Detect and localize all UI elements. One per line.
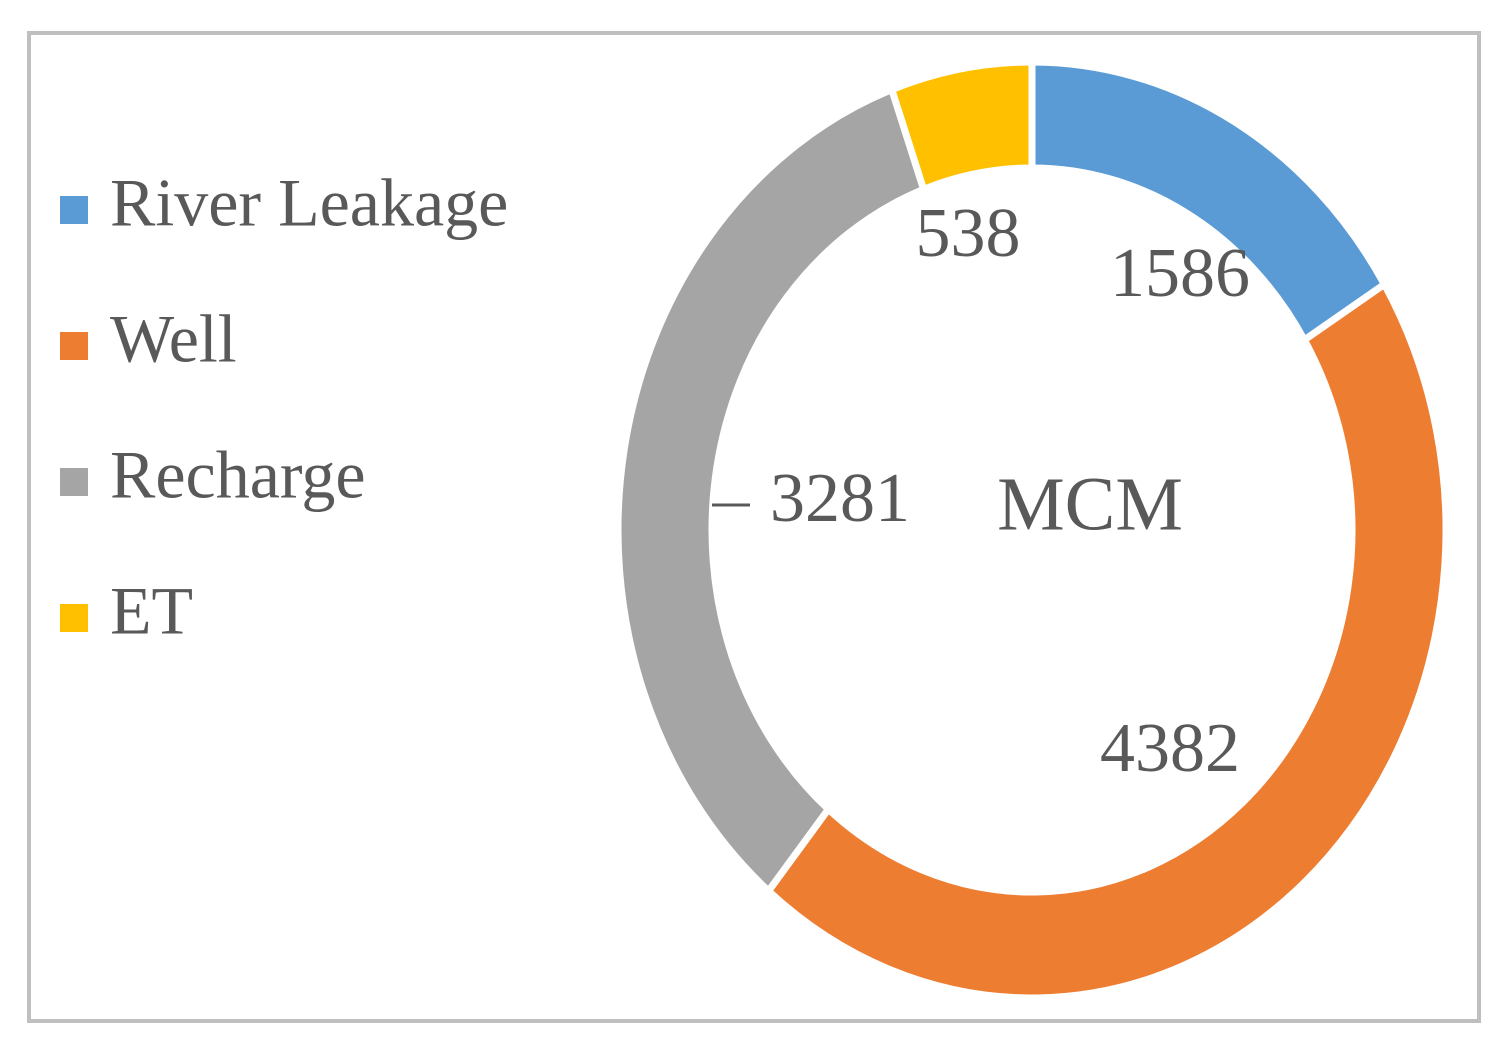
legend-swatch xyxy=(60,468,88,496)
data-label: 538 xyxy=(916,195,1021,272)
donut-segment xyxy=(614,84,928,897)
donut-segment xyxy=(763,279,1450,1002)
data-label: 4382 xyxy=(1100,710,1240,787)
legend-label: River Leakage xyxy=(110,165,508,241)
legend-label: Well xyxy=(110,301,237,377)
data-label: 3281 xyxy=(770,460,910,537)
data-label: 1586 xyxy=(1110,235,1250,312)
legend-swatch xyxy=(60,332,88,360)
donut-segment xyxy=(887,58,1036,195)
center-label: MCM xyxy=(997,462,1183,546)
legend-label: Recharge xyxy=(110,437,366,513)
legend-swatch xyxy=(60,196,88,224)
legend-label: ET xyxy=(110,573,193,649)
legend-swatch xyxy=(60,604,88,632)
